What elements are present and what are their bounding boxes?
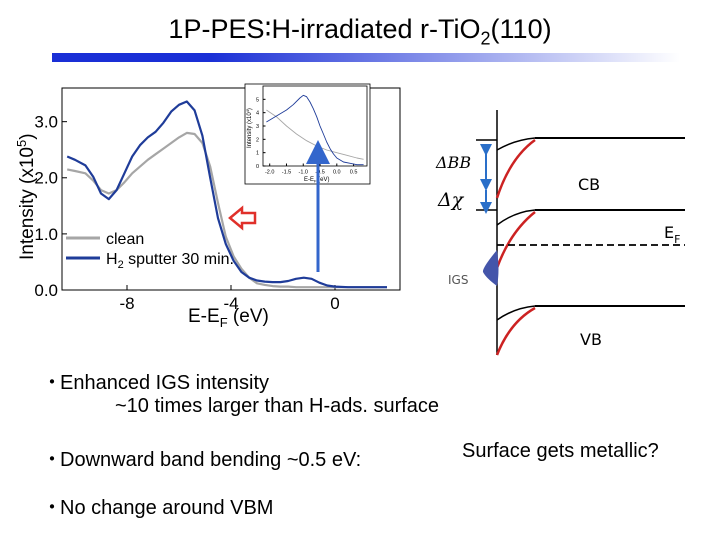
bullet-metallic-question: Surface gets metallic? xyxy=(462,440,659,463)
main-plot-ticks: -8 -4 0 0.0 1.0 2.0 3.0 xyxy=(34,113,339,313)
cb-bend-hirr xyxy=(495,138,536,199)
vb-bend-clean xyxy=(496,305,536,321)
y-tick-label: 1.0 xyxy=(34,225,58,244)
title-end: (110) xyxy=(490,14,552,44)
label-igs: IGS xyxy=(448,273,468,287)
bullet-text: No change around VBM xyxy=(60,497,274,519)
inset-ticks: -2.0 -1.5 -1.0 -0.5 0.0 0.5 0 1 2 3 4 5 xyxy=(256,97,357,175)
bullet-text: Downward band bending ~0.5 eV: xyxy=(60,449,362,471)
x-tick-label: 0.5 xyxy=(350,170,358,176)
inset-ylabel: Intensity (x104) xyxy=(245,108,253,148)
title-underline-bar xyxy=(52,53,680,62)
x-tick-label: 0.0 xyxy=(333,170,341,176)
x-tick-label: -8 xyxy=(119,294,134,313)
y-tick-label: 0 xyxy=(256,164,259,170)
main-ylabel: Intensity (x105) xyxy=(14,133,38,260)
cb-bend-clean xyxy=(496,137,536,151)
x-tick-label: -4 xyxy=(223,294,238,313)
bullet-vbm: ・No change around VBM xyxy=(42,491,273,520)
series-line-1 xyxy=(66,100,387,289)
inset-background xyxy=(244,83,371,185)
cb-bend-hirr-2 xyxy=(495,211,536,269)
series-line-0 xyxy=(66,131,387,289)
x-tick-label: -1.5 xyxy=(282,170,291,176)
label-vb: VB xyxy=(580,330,602,349)
y-tick-label: 5 xyxy=(256,97,259,103)
label-delta-bb: ΔBB xyxy=(435,153,471,172)
bullet-band-bending: ・Downward band bending ~0.5 eV: xyxy=(42,443,361,472)
title-main: 1P-PES∶H-irradiated r-TiO xyxy=(168,14,481,44)
bullet-marker: ・ xyxy=(42,497,62,519)
main-legend: clean H2 sputter 30 min. xyxy=(66,231,234,271)
bullet-text: ~10 times larger than H-ads. surface xyxy=(115,395,440,417)
bullet-igs-intensity: ・Enhanced IGS intensity xyxy=(42,366,269,395)
bullet-text: Enhanced IGS intensity xyxy=(60,372,270,394)
label-delta-chi: Δχ xyxy=(437,189,465,211)
x-tick-label: 0 xyxy=(330,294,339,313)
y-tick-label: 2.0 xyxy=(34,169,58,188)
y-tick-label: 0.0 xyxy=(34,281,58,300)
main-xlabel: E-EF (eV) xyxy=(188,306,269,330)
slide-title: 1P-PES∶H-irradiated r-TiO2(110) xyxy=(0,14,720,49)
y-tick-label: 3.0 xyxy=(34,113,58,132)
legend-label-h2: H2 sputter 30 min. xyxy=(106,251,234,271)
x-tick-label: -1.0 xyxy=(299,170,308,176)
x-tick-label: -2.0 xyxy=(265,170,274,176)
band-diagram xyxy=(476,110,685,356)
legend-label-clean: clean xyxy=(106,231,144,248)
bullet-marker: ・ xyxy=(42,449,62,471)
vb-bend-hirr xyxy=(495,306,536,356)
series-line-1 xyxy=(266,94,364,166)
hollow-arrow xyxy=(228,205,257,231)
label-cb: CB xyxy=(578,175,600,194)
igs-state xyxy=(482,250,499,286)
title-subscript: 2 xyxy=(480,28,491,49)
main-plot-lines xyxy=(66,100,387,289)
y-tick-label: 4 xyxy=(256,111,259,117)
bullet-igs-detail: ~10 times larger than H-ads. surface xyxy=(115,395,439,418)
y-tick-label: 3 xyxy=(256,124,259,130)
bullet-text: Surface gets metallic? xyxy=(462,440,659,462)
y-tick-label: 1 xyxy=(256,151,259,157)
bullet-marker: ・ xyxy=(42,372,62,394)
cb-bend-clean-2 xyxy=(496,209,536,226)
x-tick-label: -0.5 xyxy=(315,170,324,176)
y-tick-label: 2 xyxy=(256,137,259,143)
label-ef: EF xyxy=(664,223,680,246)
